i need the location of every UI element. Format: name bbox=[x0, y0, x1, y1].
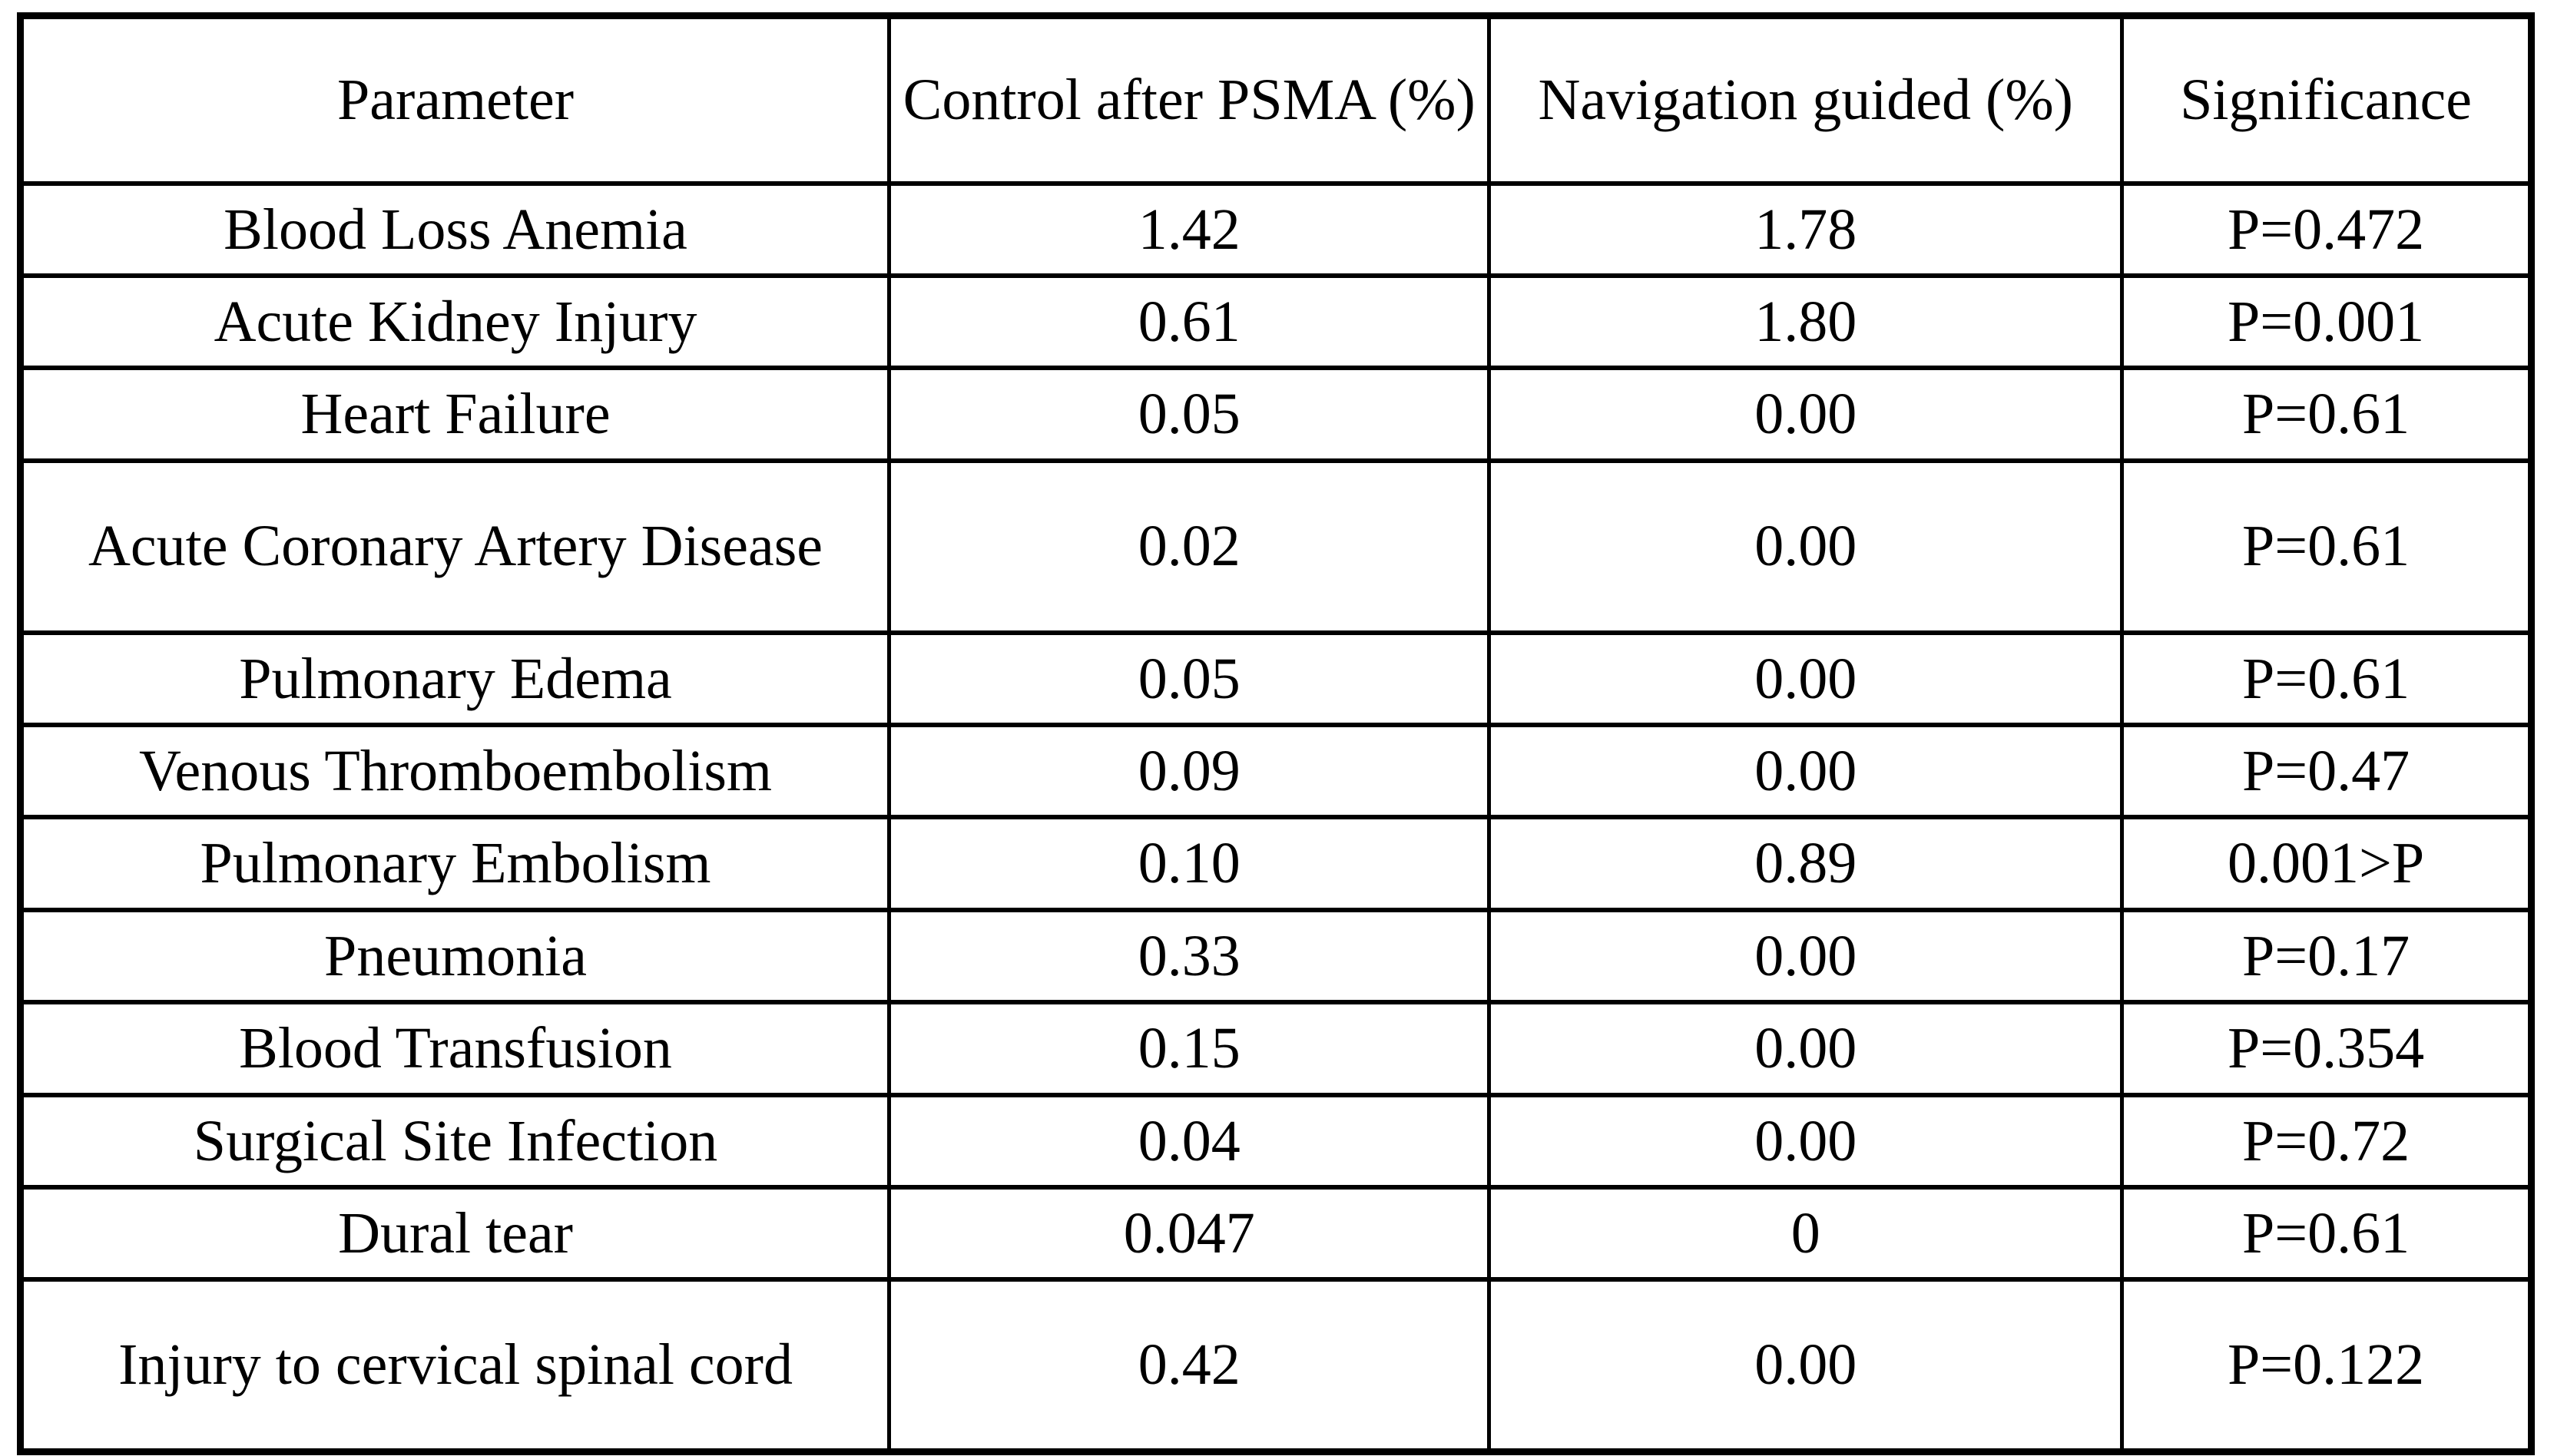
column-header-navigation: Navigation guided (%) bbox=[1487, 13, 2125, 186]
cell-parameter: Acute Coronary Artery Disease bbox=[18, 458, 892, 635]
cell-significance: P=0.122 bbox=[2120, 1277, 2533, 1454]
cell-significance: P=0.354 bbox=[2120, 1000, 2533, 1097]
cell-parameter: Blood Loss Anemia bbox=[18, 180, 892, 278]
complications-table: Parameter Control after PSMA (%) Navigat… bbox=[17, 12, 2535, 1455]
cell-significance: P=0.61 bbox=[2120, 458, 2533, 635]
cell-parameter: Venous Thromboembolism bbox=[18, 723, 892, 820]
table-row: Acute Kidney Injury 0.61 1.80 P=0.001 bbox=[18, 273, 2533, 371]
cell-navigation: 0.89 bbox=[1487, 815, 2125, 912]
cell-control: 0.42 bbox=[887, 1277, 1492, 1454]
cell-significance: P=0.001 bbox=[2120, 273, 2533, 371]
cell-parameter: Dural tear bbox=[18, 1185, 892, 1282]
cell-control: 0.10 bbox=[887, 815, 1492, 912]
cell-control: 0.15 bbox=[887, 1000, 1492, 1097]
cell-parameter: Pulmonary Edema bbox=[18, 630, 892, 728]
cell-significance: P=0.17 bbox=[2120, 907, 2533, 1005]
table-row: Pulmonary Edema 0.05 0.00 P=0.61 bbox=[18, 630, 2533, 728]
cell-control: 1.42 bbox=[887, 180, 1492, 278]
cell-significance: 0.001>P bbox=[2120, 815, 2533, 912]
cell-parameter: Pneumonia bbox=[18, 907, 892, 1005]
column-header-control: Control after PSMA (%) bbox=[887, 13, 1492, 186]
cell-navigation: 0.00 bbox=[1487, 458, 2125, 635]
table-header-row: Parameter Control after PSMA (%) Navigat… bbox=[18, 13, 2533, 186]
cell-parameter: Surgical Site Infection bbox=[18, 1092, 892, 1190]
cell-significance: P=0.61 bbox=[2120, 1185, 2533, 1282]
table-row: Injury to cervical spinal cord 0.42 0.00… bbox=[18, 1277, 2533, 1454]
cell-significance: P=0.61 bbox=[2120, 366, 2533, 463]
cell-navigation: 0.00 bbox=[1487, 1277, 2125, 1454]
table-row: Venous Thromboembolism 0.09 0.00 P=0.47 bbox=[18, 723, 2533, 820]
cell-navigation: 0.00 bbox=[1487, 1000, 2125, 1097]
cell-control: 0.33 bbox=[887, 907, 1492, 1005]
table-row: Surgical Site Infection 0.04 0.00 P=0.72 bbox=[18, 1092, 2533, 1190]
cell-parameter: Heart Failure bbox=[18, 366, 892, 463]
cell-control: 0.05 bbox=[887, 630, 1492, 728]
cell-navigation: 0 bbox=[1487, 1185, 2125, 1282]
cell-navigation: 1.78 bbox=[1487, 180, 2125, 278]
table-row: Pulmonary Embolism 0.10 0.89 0.001>P bbox=[18, 815, 2533, 912]
cell-significance: P=0.472 bbox=[2120, 180, 2533, 278]
cell-parameter: Acute Kidney Injury bbox=[18, 273, 892, 371]
column-header-parameter: Parameter bbox=[18, 13, 892, 186]
cell-navigation: 0.00 bbox=[1487, 907, 2125, 1005]
cell-significance: P=0.47 bbox=[2120, 723, 2533, 820]
cell-control: 0.04 bbox=[887, 1092, 1492, 1190]
table-row: Pneumonia 0.33 0.00 P=0.17 bbox=[18, 907, 2533, 1005]
table-row: Dural tear 0.047 0 P=0.61 bbox=[18, 1185, 2533, 1282]
cell-navigation: 0.00 bbox=[1487, 723, 2125, 820]
table-row: Heart Failure 0.05 0.00 P=0.61 bbox=[18, 366, 2533, 463]
cell-control: 0.02 bbox=[887, 458, 1492, 635]
cell-navigation: 0.00 bbox=[1487, 630, 2125, 728]
cell-navigation: 1.80 bbox=[1487, 273, 2125, 371]
table-row: Blood Loss Anemia 1.42 1.78 P=0.472 bbox=[18, 180, 2533, 278]
cell-significance: P=0.72 bbox=[2120, 1092, 2533, 1190]
cell-parameter: Blood Transfusion bbox=[18, 1000, 892, 1097]
cell-control: 0.047 bbox=[887, 1185, 1492, 1282]
cell-significance: P=0.61 bbox=[2120, 630, 2533, 728]
column-header-significance: Significance bbox=[2120, 13, 2533, 186]
cell-control: 0.61 bbox=[887, 273, 1492, 371]
cell-navigation: 0.00 bbox=[1487, 366, 2125, 463]
cell-control: 0.09 bbox=[887, 723, 1492, 820]
cell-navigation: 0.00 bbox=[1487, 1092, 2125, 1190]
cell-control: 0.05 bbox=[887, 366, 1492, 463]
complications-table-container: Parameter Control after PSMA (%) Navigat… bbox=[17, 12, 2535, 1455]
table-row: Blood Transfusion 0.15 0.00 P=0.354 bbox=[18, 1000, 2533, 1097]
table-row: Acute Coronary Artery Disease 0.02 0.00 … bbox=[18, 458, 2533, 635]
cell-parameter: Pulmonary Embolism bbox=[18, 815, 892, 912]
cell-parameter: Injury to cervical spinal cord bbox=[18, 1277, 892, 1454]
